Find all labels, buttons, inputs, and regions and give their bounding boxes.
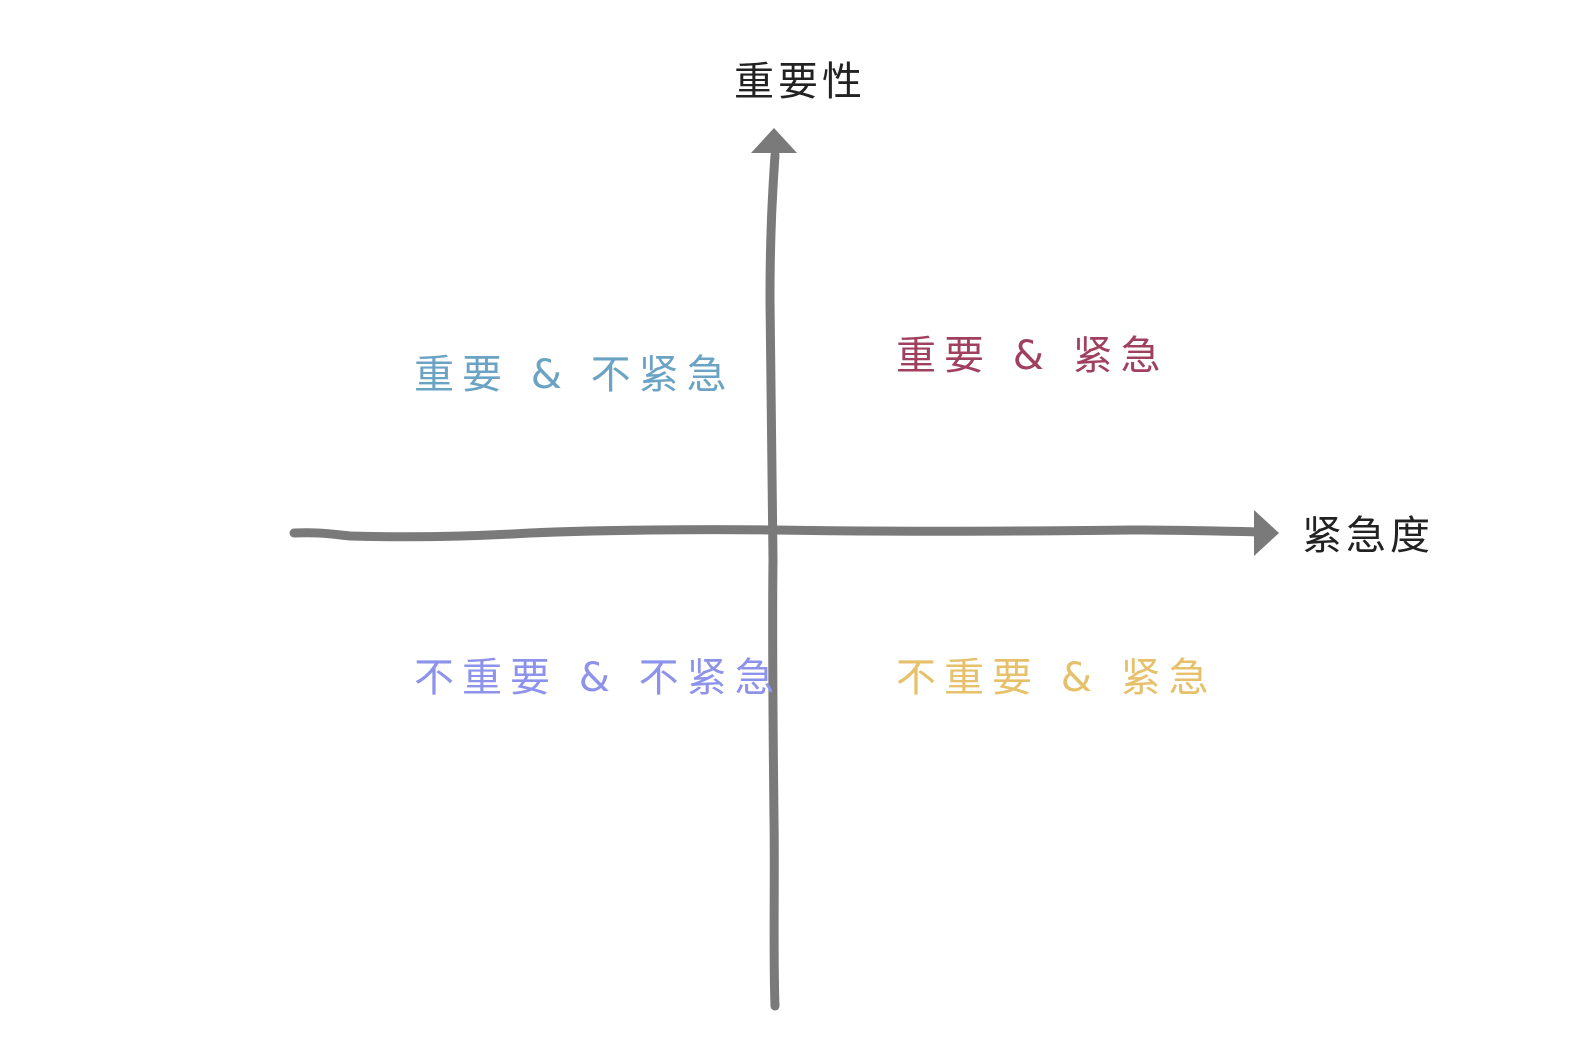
urgency-axis-label: 紧急度 xyxy=(1302,513,1434,559)
horizontal-axis-arrowhead xyxy=(1254,510,1279,556)
quadrant-important-not-urgent: 重要 & 不紧急 xyxy=(414,352,735,398)
vertical-axis-line xyxy=(765,150,780,1011)
importance-axis-label: 重要性 xyxy=(734,59,866,105)
quadrant-not-important-not-urgent: 不重要 & 不紧急 xyxy=(414,655,783,701)
vertical-axis-arrowhead xyxy=(751,128,797,153)
quadrant-important-urgent: 重要 & 紧急 xyxy=(896,333,1169,379)
horizontal-axis-line xyxy=(289,525,1265,542)
quadrant-not-important-urgent: 不重要 & 紧急 xyxy=(896,655,1217,701)
